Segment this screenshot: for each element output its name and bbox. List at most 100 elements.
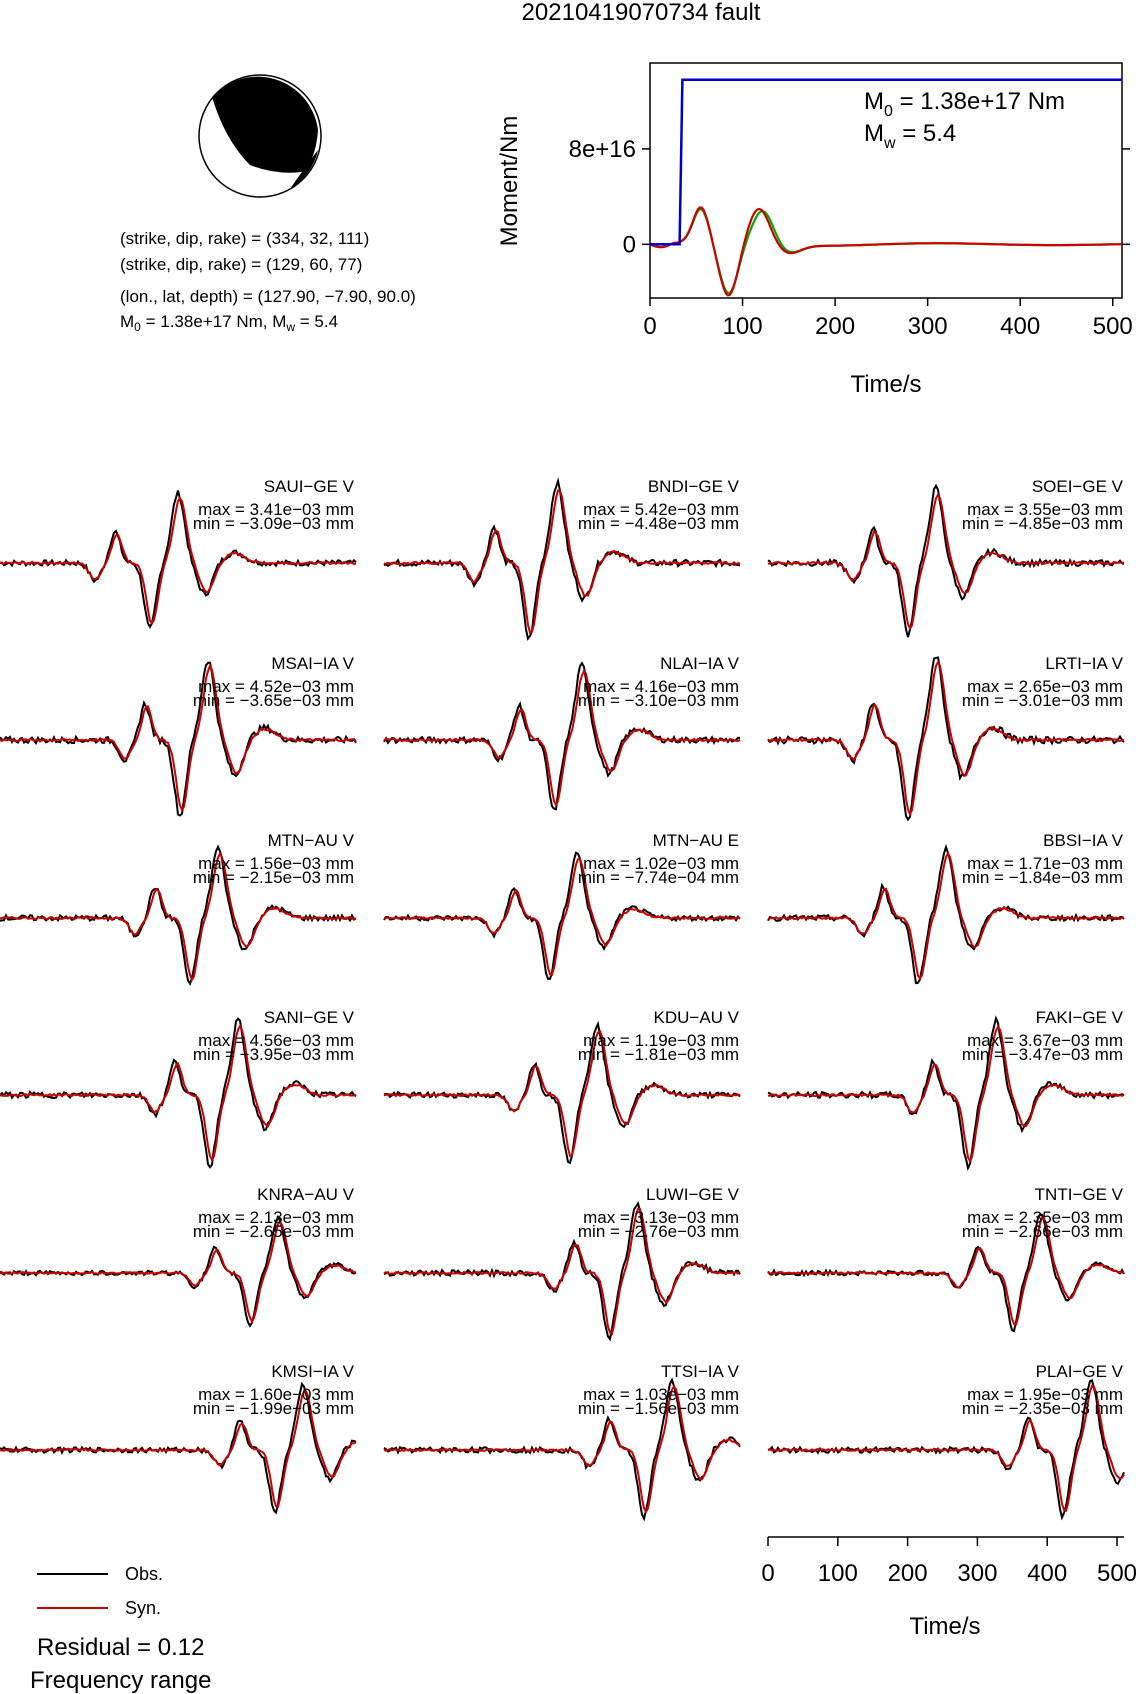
residual-text: Residual = 0.12 xyxy=(37,1634,204,1661)
station-name-label: KMSI−IA V xyxy=(271,1362,354,1381)
time-axis-tick-label: 500 xyxy=(1097,1560,1137,1587)
figure-title: 20210419070734 fault xyxy=(522,0,761,26)
station-min-label: min = −3.01e−03 mm xyxy=(962,691,1123,710)
legend-syn-label: Syn. xyxy=(125,1598,161,1618)
station-name-label: MTN−AU E xyxy=(653,831,739,850)
moment-xlabel: Time/s xyxy=(850,371,921,398)
station-min-label: min = −2.15e−03 mm xyxy=(193,868,354,887)
station-min-label: min = −3.09e−03 mm xyxy=(193,514,354,533)
station-max-label: max = 1.02e−03 mm xyxy=(583,854,739,873)
station-name-label: BNDI−GE V xyxy=(648,477,740,496)
syn-trace xyxy=(383,1207,741,1336)
moment-xtick-label: 500 xyxy=(1093,313,1133,340)
station-min-label: min = −2.66e−03 mm xyxy=(962,1222,1123,1241)
station-max-label: max = 3.13e−03 mm xyxy=(583,1208,739,1227)
station-name-label: KNRA−AU V xyxy=(257,1185,354,1204)
time-axis-tick-label: 200 xyxy=(888,1560,928,1587)
mechanism-plane-1: (strike, dip, rake) = (334, 32, 111) xyxy=(120,229,369,248)
station-max-label: max = 1.71e−03 mm xyxy=(967,854,1123,873)
station-min-label: min = −3.95e−03 mm xyxy=(193,1045,354,1064)
mechanism-moment: M0 = 1.38e+17 Nm, Mw = 5.4 xyxy=(120,312,338,334)
station-max-label: max = 1.60e−03 mm xyxy=(198,1385,354,1404)
station-min-label: min = −3.10e−03 mm xyxy=(578,691,739,710)
station-max-label: max = 3.67e−03 mm xyxy=(967,1031,1123,1050)
obs-trace xyxy=(383,1377,741,1522)
station-min-label: min = −2.35e−03 mm xyxy=(962,1399,1123,1418)
frequency-range-text: Frequency range xyxy=(30,1667,211,1694)
station-name-label: SAUI−GE V xyxy=(264,477,355,496)
station-name-label: BBSI−IA V xyxy=(1043,831,1124,850)
moment-plot-frame xyxy=(649,62,1123,299)
syn-trace xyxy=(767,493,1125,631)
station-min-label: min = −4.48e−03 mm xyxy=(578,514,739,533)
syn-trace xyxy=(767,1216,1125,1326)
station-min-label: min = −1.99e−03 mm xyxy=(193,1399,354,1418)
station-max-label: max = 1.19e−03 mm xyxy=(583,1031,739,1050)
syn-trace xyxy=(383,489,741,634)
station-min-label: min = −2.65e−03 mm xyxy=(193,1222,354,1241)
station-max-label: max = 4.16e−03 mm xyxy=(583,677,739,696)
station-min-label: min = −7.74e−04 mm xyxy=(578,868,739,887)
obs-trace xyxy=(0,1017,357,1169)
syn-trace xyxy=(383,669,741,807)
moment-syn-curve xyxy=(649,206,1122,297)
station-name-label: TNTI−GE V xyxy=(1035,1185,1124,1204)
time-axis-tick-label: 300 xyxy=(957,1560,997,1587)
moment-curves xyxy=(649,78,1122,297)
syn-trace xyxy=(767,1384,1125,1513)
station-max-label: max = 4.56e−03 mm xyxy=(198,1031,354,1050)
station-max-label: max = 3.55e−03 mm xyxy=(967,500,1123,519)
syn-trace xyxy=(383,1029,741,1158)
waveform-xlabel: Time/s xyxy=(909,1613,980,1640)
waveform-time-axis: 0 100 200 300 400 500 xyxy=(761,1536,1137,1587)
syn-trace xyxy=(384,857,741,976)
station-name-label: SOEI−GE V xyxy=(1032,477,1124,496)
moment-ylabel: Moment/Nm xyxy=(496,116,523,247)
station-max-label: max = 1.03e−03 mm xyxy=(583,1385,739,1404)
legend: Obs. Syn. Residual = 0.12 Frequency rang… xyxy=(30,1564,211,1694)
syn-trace xyxy=(768,660,1125,817)
station-min-label: min = −4.85e−03 mm xyxy=(962,514,1123,533)
station-max-label: max = 4.52e−03 mm xyxy=(198,677,354,696)
moment-axis-ticks: 0 100 200 300 400 500 0 8e+16 xyxy=(569,136,1133,340)
syn-trace xyxy=(0,663,357,812)
station-name-label: LUWI−GE V xyxy=(646,1185,740,1204)
syn-trace xyxy=(0,1023,357,1163)
moment-xtick-label: 200 xyxy=(815,313,855,340)
station-name-label: TTSI−IA V xyxy=(661,1362,740,1381)
moment-xtick-label: 0 xyxy=(643,313,656,340)
station-min-label: min = −2.76e−03 mm xyxy=(578,1222,739,1241)
station-max-label: max = 2.13e−03 mm xyxy=(198,1208,354,1227)
obs-trace xyxy=(0,1381,357,1515)
station-max-label: max = 1.56e−03 mm xyxy=(198,854,354,873)
syn-trace xyxy=(0,1220,357,1324)
moment-mw-label: Mw = 5.4 xyxy=(864,120,956,152)
station-name-label: LRTI−IA V xyxy=(1045,654,1123,673)
station-max-label: max = 1.95e−03 mm xyxy=(967,1385,1123,1404)
moment-ytick-label: 8e+16 xyxy=(569,136,636,163)
time-axis-tick-label: 0 xyxy=(761,1560,774,1587)
syn-trace xyxy=(0,496,357,626)
moment-xtick-label: 100 xyxy=(723,313,763,340)
moment-m0-label: M0 = 1.38e+17 Nm xyxy=(864,88,1065,120)
station-min-label: min = −3.47e−03 mm xyxy=(962,1045,1123,1064)
syn-trace xyxy=(767,1024,1125,1164)
station-max-label: max = 3.41e−03 mm xyxy=(198,500,354,519)
beachball-icon xyxy=(198,74,322,198)
station-name-label: FAKI−GE V xyxy=(1036,1008,1124,1027)
